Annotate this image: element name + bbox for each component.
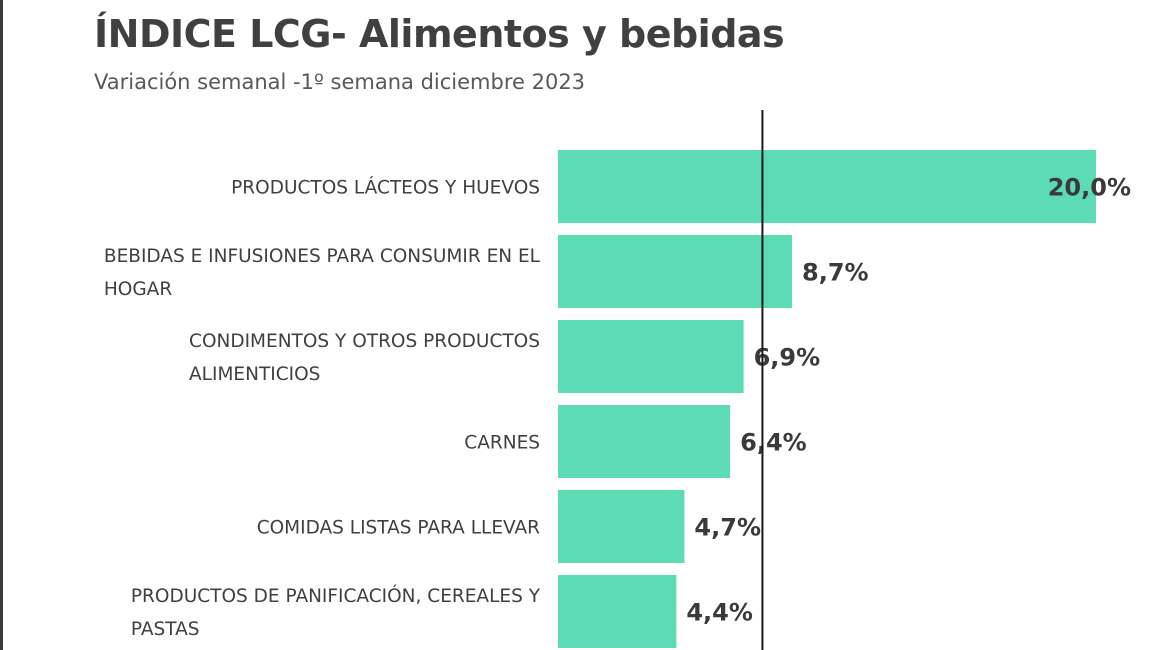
left-edge-divider (0, 0, 3, 650)
bar-0 (558, 150, 1096, 223)
value-labels-group: 20,0% 8,7% 6,9% 6,4% 4,7% 4,4% (686, 174, 1131, 627)
chart-title: ÍNDICE LCG- Alimentos y bebidas (94, 12, 785, 56)
chart-subtitle: Variación semanal -1º semana diciembre 2… (94, 70, 586, 94)
category-label-1-line-1: HOGAR (104, 279, 172, 300)
category-label-1-line-0: BEBIDAS E INFUSIONES PARA CONSUMIR EN EL (104, 246, 541, 267)
value-label-3: 6,4% (740, 429, 807, 457)
bars-group (558, 150, 1096, 648)
category-label-4-line-0: COMIDAS LISTAS PARA LLEVAR (257, 518, 540, 539)
category-label-2-line-0: CONDIMENTOS Y OTROS PRODUCTOS (189, 331, 540, 352)
category-label-3-line-0: CARNES (464, 433, 540, 454)
value-label-1: 8,7% (802, 259, 869, 287)
category-labels-group: PRODUCTOS LÁCTEOS Y HUEVOS BEBIDAS E INFU… (104, 177, 541, 641)
value-label-0: 20,0% (1048, 174, 1131, 202)
bar-5 (558, 575, 677, 648)
bar-3 (558, 405, 731, 478)
bar-1 (558, 235, 793, 308)
category-label-5-line-0: PRODUCTOS DE PANIFICACIÓN, CEREALES Y (131, 585, 541, 607)
category-label-2-line-1: ALIMENTICIOS (189, 364, 320, 385)
category-label-0-line-0: PRODUCTOS LÁCTEOS Y HUEVOS (231, 177, 540, 199)
category-label-5-line-1: PASTAS (131, 619, 200, 640)
bar-2 (558, 320, 744, 393)
bar-4 (558, 490, 685, 563)
value-label-2: 6,9% (754, 344, 821, 372)
value-label-4: 4,7% (694, 514, 761, 542)
value-label-5: 4,4% (686, 599, 753, 627)
